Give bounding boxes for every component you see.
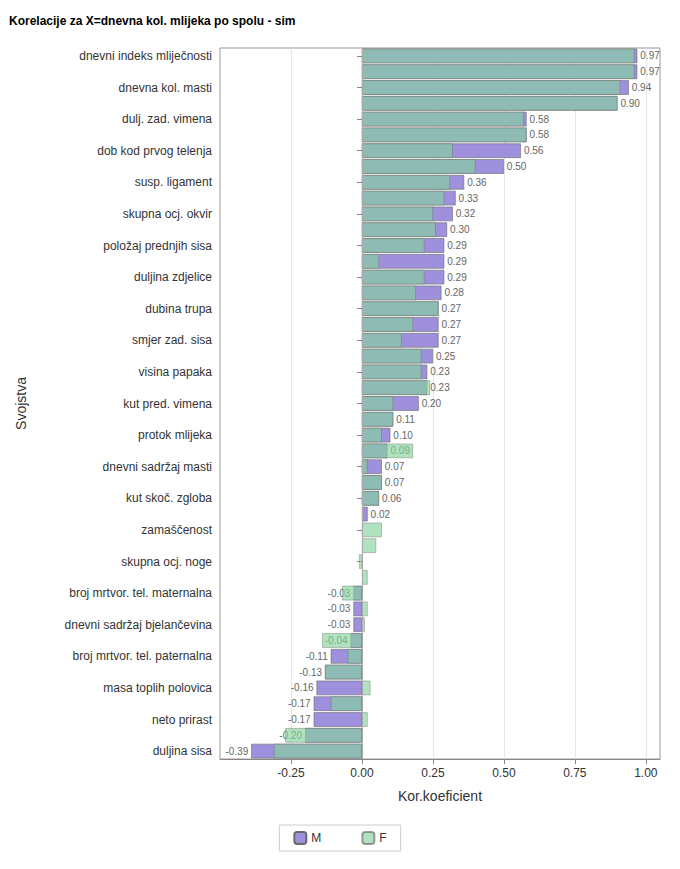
svg-text:dnevna kol. masti: dnevna kol. masti <box>119 81 212 95</box>
svg-text:F: F <box>379 831 386 845</box>
svg-text:0.27: 0.27 <box>442 303 462 314</box>
svg-text:neto prirast: neto prirast <box>152 713 213 727</box>
svg-text:dulj. zad. vimena: dulj. zad. vimena <box>122 112 212 126</box>
svg-text:masa toplih polovica: masa toplih polovica <box>103 681 212 695</box>
svg-text:skupna ocj. okvir: skupna ocj. okvir <box>123 207 212 221</box>
svg-text:0.32: 0.32 <box>456 208 476 219</box>
svg-text:0.29: 0.29 <box>447 240 467 251</box>
svg-text:-0.03: -0.03 <box>327 587 351 599</box>
svg-text:0.36: 0.36 <box>467 177 487 188</box>
svg-text:duljina zdjelice: duljina zdjelice <box>134 270 212 284</box>
svg-text:kut pred. vimena: kut pred. vimena <box>123 397 212 411</box>
svg-text:-0.39: -0.39 <box>225 746 248 757</box>
svg-text:0.23: 0.23 <box>430 366 450 377</box>
svg-text:0.23: 0.23 <box>430 382 450 393</box>
svg-text:kut skoč. zgloba: kut skoč. zgloba <box>126 491 212 505</box>
svg-text:0.07: 0.07 <box>385 461 405 472</box>
svg-text:0.58: 0.58 <box>530 114 550 125</box>
svg-text:0.11: 0.11 <box>396 414 415 425</box>
svg-text:Kor.koeficient: Kor.koeficient <box>398 788 482 804</box>
svg-text:smjer zad. sisa: smjer zad. sisa <box>132 333 212 347</box>
svg-text:skupna ocj. noge: skupna ocj. noge <box>121 555 212 569</box>
svg-text:dnevni indeks mliječnosti: dnevni indeks mliječnosti <box>79 49 212 63</box>
svg-text:0.27: 0.27 <box>442 335 462 346</box>
svg-text:0.50: 0.50 <box>492 766 516 780</box>
svg-text:0.20: 0.20 <box>422 398 442 409</box>
svg-text:0.06: 0.06 <box>382 493 402 504</box>
svg-text:0.28: 0.28 <box>444 287 464 298</box>
svg-text:-0.13: -0.13 <box>299 667 322 678</box>
svg-text:-0.03: -0.03 <box>328 619 351 630</box>
svg-text:0.33: 0.33 <box>459 193 479 204</box>
svg-text:protok mlijeka: protok mlijeka <box>138 428 212 442</box>
svg-text:-0.17: -0.17 <box>288 698 311 709</box>
svg-text:0.29: 0.29 <box>447 256 467 267</box>
svg-text:Svojstva: Svojstva <box>13 377 29 430</box>
svg-text:dnevni sadržaj masti: dnevni sadržaj masti <box>103 460 212 474</box>
svg-text:0.94: 0.94 <box>632 82 652 93</box>
svg-text:0.25: 0.25 <box>436 351 456 362</box>
svg-text:0.90: 0.90 <box>620 98 640 109</box>
svg-text:broj mrtvor. tel. paternalna: broj mrtvor. tel. paternalna <box>73 649 213 663</box>
svg-text:0.02: 0.02 <box>371 509 391 520</box>
svg-text:0.75: 0.75 <box>563 766 587 780</box>
svg-text:0.27: 0.27 <box>442 319 462 330</box>
svg-text:0.97: 0.97 <box>640 50 660 61</box>
svg-text:duljina sisa: duljina sisa <box>153 744 213 758</box>
svg-text:0.56: 0.56 <box>524 145 544 156</box>
svg-text:-0.25: -0.25 <box>277 766 305 780</box>
svg-text:1.00: 1.00 <box>634 766 658 780</box>
svg-text:0.07: 0.07 <box>385 477 405 488</box>
svg-text:M: M <box>311 831 321 845</box>
svg-text:položaj prednjih sisa: položaj prednjih sisa <box>103 239 212 253</box>
svg-text:0.50: 0.50 <box>507 161 527 172</box>
svg-text:-0.03: -0.03 <box>328 603 351 614</box>
svg-text:0.58: 0.58 <box>530 129 550 140</box>
svg-text:0.29: 0.29 <box>447 272 467 283</box>
svg-text:susp. ligament: susp. ligament <box>135 175 213 189</box>
svg-text:broj mrtvor. tel. maternalna: broj mrtvor. tel. maternalna <box>69 586 212 600</box>
svg-text:0.25: 0.25 <box>421 766 445 780</box>
svg-text:0.00: 0.00 <box>350 766 374 780</box>
svg-text:0.30: 0.30 <box>450 224 470 235</box>
svg-text:visina papaka: visina papaka <box>139 365 213 379</box>
svg-text:zamaščenost: zamaščenost <box>141 523 212 537</box>
svg-text:0.10: 0.10 <box>393 430 413 441</box>
svg-text:-0.11: -0.11 <box>306 651 328 662</box>
svg-text:0.97: 0.97 <box>640 66 660 77</box>
svg-text:-0.16: -0.16 <box>291 682 314 693</box>
svg-text:dob kod prvog telenja: dob kod prvog telenja <box>97 144 212 158</box>
svg-text:dubina trupa: dubina trupa <box>145 302 212 316</box>
svg-text:Korelacije za X=dnevna kol. ml: Korelacije za X=dnevna kol. mlijeka po s… <box>9 14 295 28</box>
svg-text:-0.17: -0.17 <box>288 714 311 725</box>
svg-text:dnevni sadržaj bjelančevina: dnevni sadržaj bjelančevina <box>65 618 213 632</box>
